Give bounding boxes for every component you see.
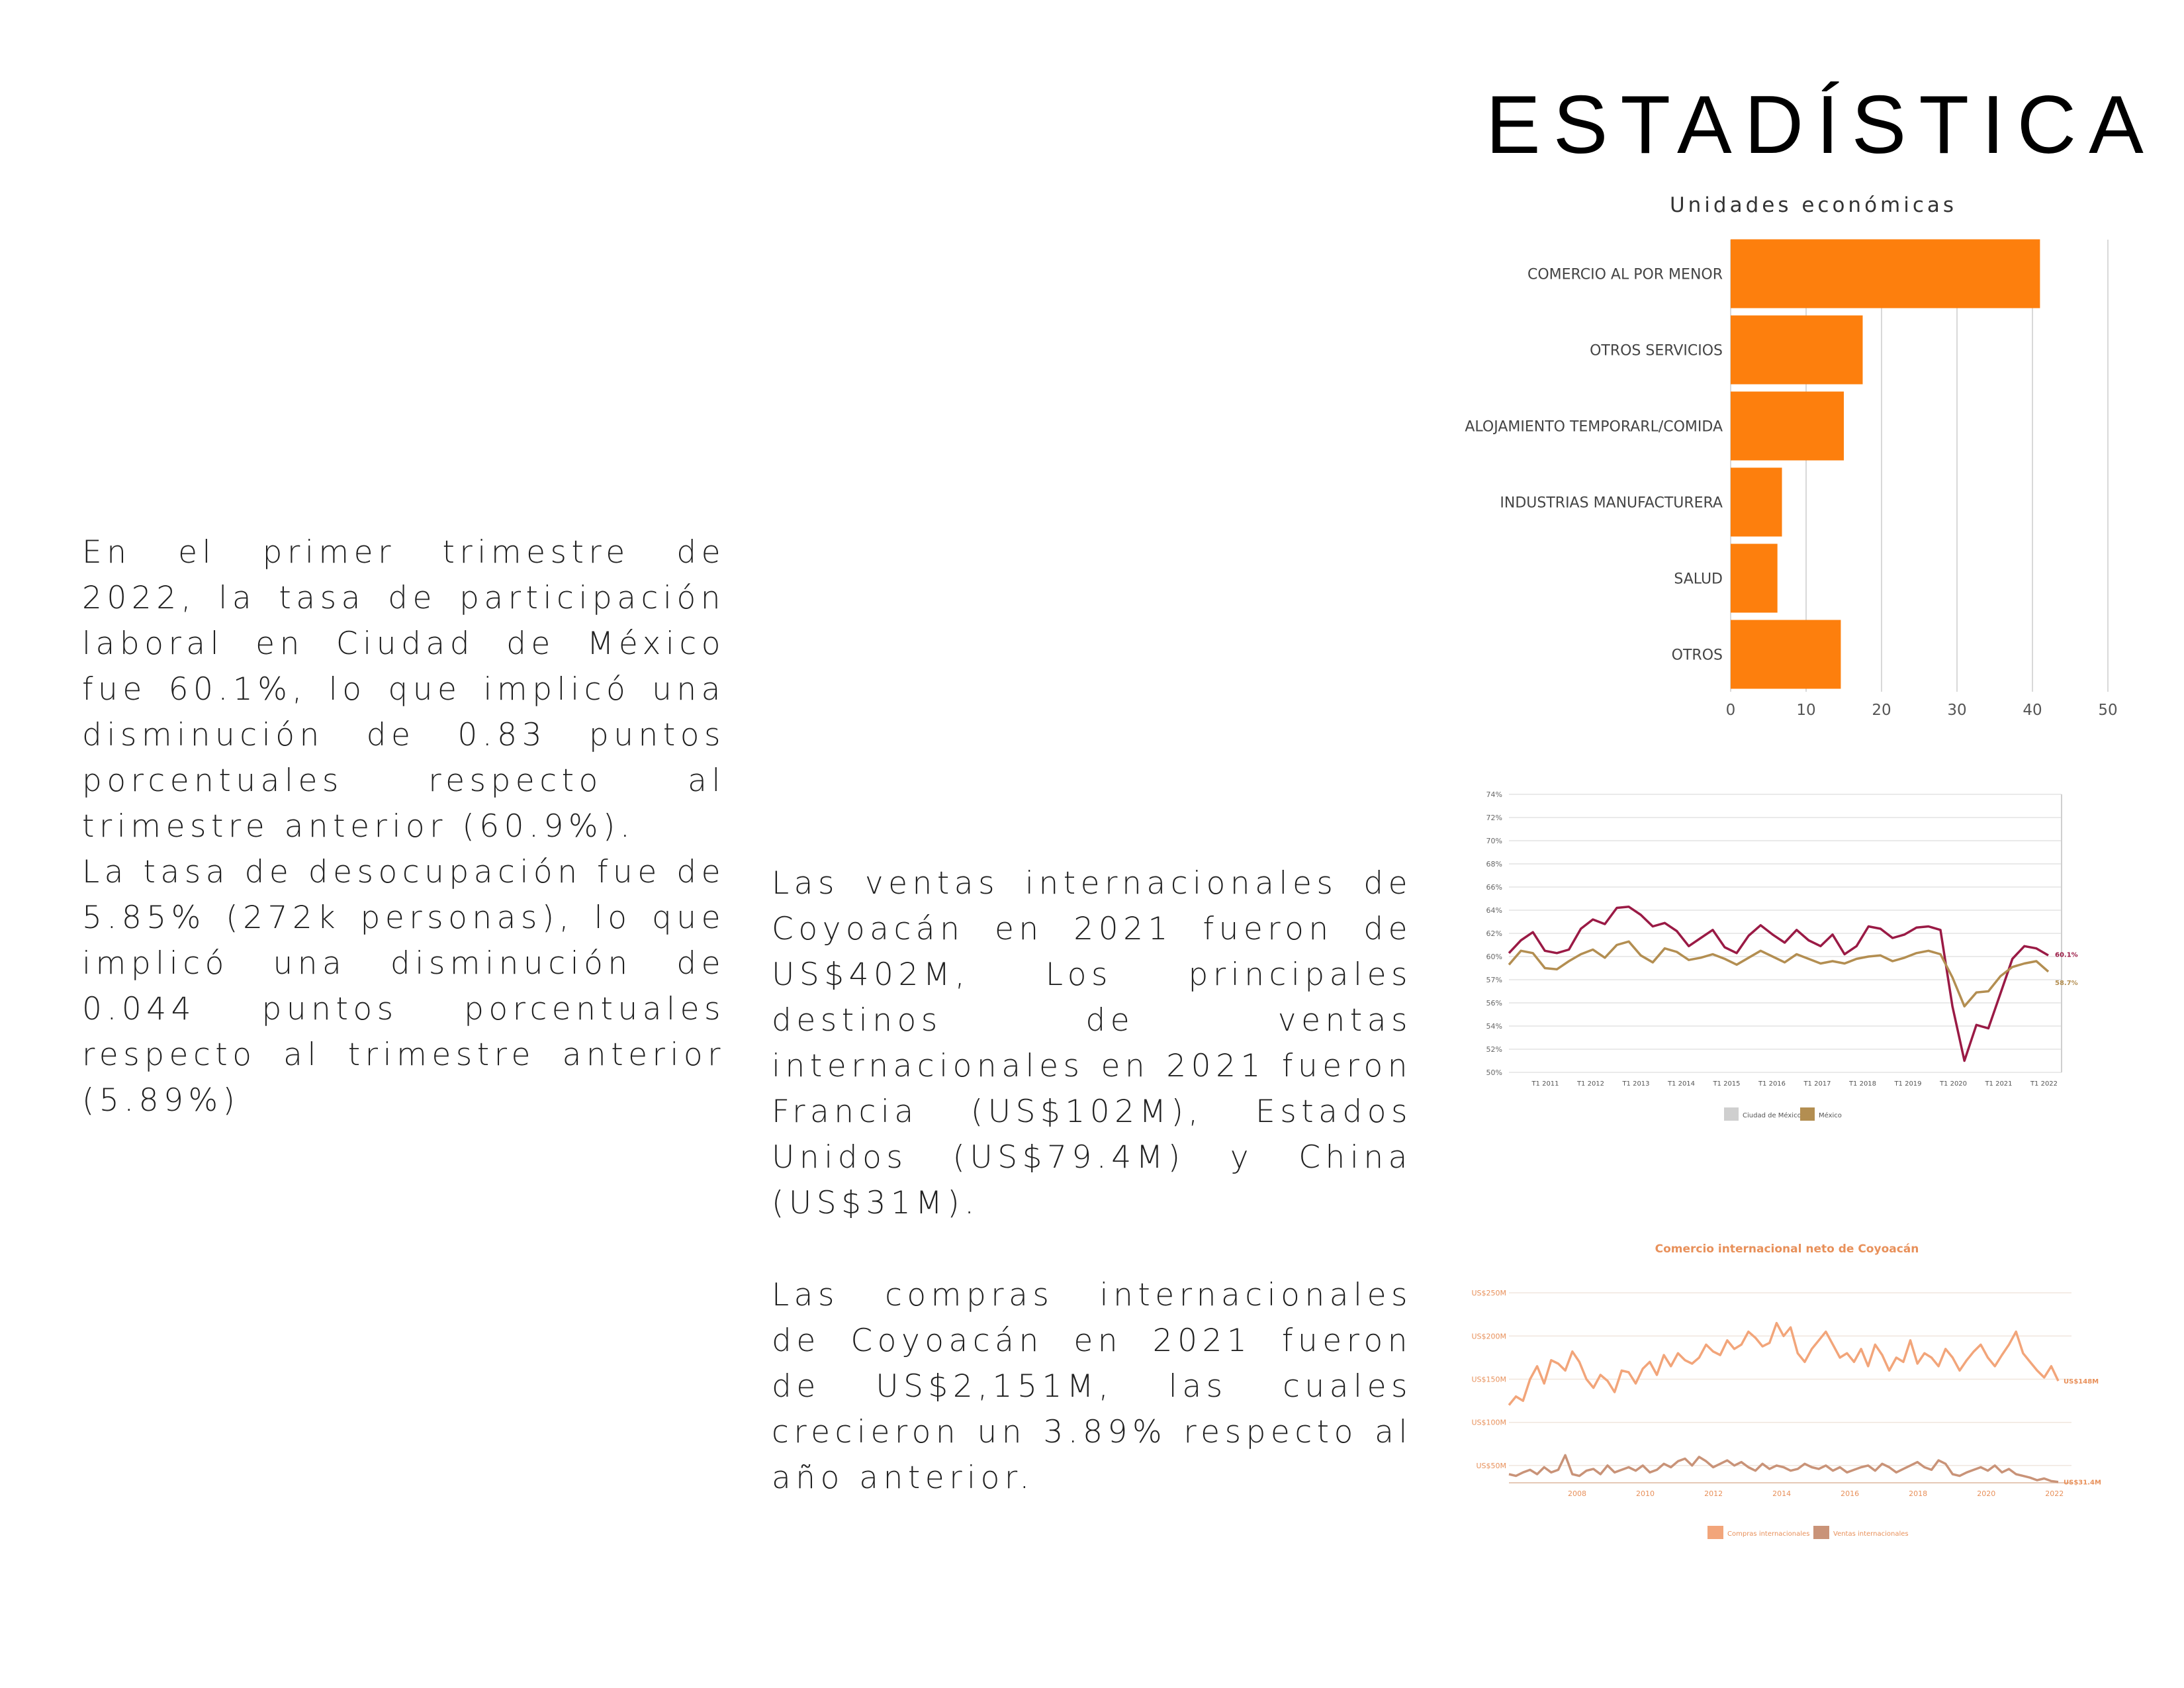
x-tick-label: 2020 xyxy=(1977,1489,1995,1498)
category-label: ALOJAMIENTO TEMPORARL/COMIDA xyxy=(1465,419,1723,436)
paragraph-compras: Las compras internacionales de Coyoacán … xyxy=(772,1277,1412,1496)
x-tick-label: 2010 xyxy=(1636,1489,1655,1498)
x-tick-label: 2014 xyxy=(1772,1489,1791,1498)
legend-label: México xyxy=(1819,1111,1842,1119)
x-tick-label: 10 xyxy=(1796,702,1815,719)
x-tick-label: T1 2011 xyxy=(1531,1080,1559,1088)
bar xyxy=(1731,467,1782,537)
y-tick-label: US$100M xyxy=(1471,1419,1506,1427)
x-tick-label: 20 xyxy=(1872,702,1891,719)
x-tick-label: T1 2020 xyxy=(1939,1080,1967,1088)
bar xyxy=(1731,620,1841,689)
legend-label: Ventas internacionales xyxy=(1833,1530,1909,1538)
category-label: SALUD xyxy=(1674,571,1723,588)
end-label: US$148M xyxy=(2064,1378,2099,1385)
x-tick-label: 0 xyxy=(1726,702,1736,719)
category-label: OTROS SERVICIOS xyxy=(1590,343,1723,359)
category-label: OTROS xyxy=(1672,647,1723,664)
bar xyxy=(1731,315,1863,385)
x-tick-label: T1 2014 xyxy=(1667,1080,1695,1088)
y-tick-label: 70% xyxy=(1486,837,1502,845)
x-tick-label: T1 2012 xyxy=(1576,1080,1604,1088)
x-tick-label: T1 2021 xyxy=(1984,1080,2012,1088)
y-tick-label: 74% xyxy=(1486,790,1502,799)
x-tick-label: 2012 xyxy=(1704,1489,1723,1498)
category-label: COMERCIO AL POR MENOR xyxy=(1527,267,1723,283)
page-title: ESTADÍSTICA xyxy=(1486,79,2156,171)
series-line xyxy=(1508,940,2050,1008)
x-tick-label: 30 xyxy=(1947,702,1966,719)
x-tick-label: T1 2022 xyxy=(2030,1080,2058,1088)
x-tick-label: T1 2018 xyxy=(1848,1080,1876,1088)
end-label: 60.1% xyxy=(2055,951,2078,959)
series-line xyxy=(1508,1454,2059,1483)
participacion-laboral-chart: 74% 72% 70% 68% 66% 64% 62% 60% 57% 56% 54% 52% 50% T… xyxy=(1486,790,2078,1121)
bar xyxy=(1731,391,1844,461)
y-tick-label: 52% xyxy=(1486,1045,1502,1054)
unidades-economicas-chart: Unidades económicas 0 10 20 30 40 50 COMERCIO A… xyxy=(1465,193,2117,719)
legend-label: Ciudad de México xyxy=(1743,1111,1801,1119)
y-tick-label: 56% xyxy=(1486,999,1502,1008)
x-tick-label: 40 xyxy=(2023,702,2042,719)
y-tick-label: US$200M xyxy=(1471,1332,1506,1340)
x-tick-label: T1 2019 xyxy=(1893,1080,1921,1088)
y-tick-label: 68% xyxy=(1486,860,1502,868)
category-label: INDUSTRIAS MANUFACTURERA xyxy=(1500,495,1723,512)
bar xyxy=(1731,239,2040,308)
paragraph-participacion: En el primer trimestre de 2022, la tasa … xyxy=(82,534,725,845)
series-line xyxy=(1508,1321,2060,1406)
y-tick-label: 64% xyxy=(1486,906,1502,915)
paragraph-ventas: Las ventas internacionales de Coyoacán e… xyxy=(772,865,1412,1221)
x-tick-label: T1 2017 xyxy=(1803,1080,1831,1088)
y-tick-label: 50% xyxy=(1486,1068,1502,1077)
x-tick-label: T1 2015 xyxy=(1712,1080,1740,1088)
y-tick-label: 60% xyxy=(1486,953,1502,961)
y-tick-label: US$250M xyxy=(1471,1289,1506,1297)
y-tick-label: 72% xyxy=(1486,814,1502,822)
paragraph-desocupacion: La tasa de desocupación fue de 5.85% (27… xyxy=(82,854,725,1119)
end-label: 58.7% xyxy=(2055,980,2078,987)
series-line xyxy=(1508,906,2049,1062)
legend-swatch xyxy=(1724,1107,1739,1121)
bar xyxy=(1731,543,1778,613)
y-tick-label: US$50M xyxy=(1476,1462,1506,1470)
chart-title: Unidades económicas xyxy=(1670,193,1957,217)
y-tick-label: 54% xyxy=(1486,1022,1502,1031)
end-label: US$31.4M xyxy=(2064,1479,2101,1487)
x-tick-label: T1 2016 xyxy=(1758,1080,1786,1088)
x-tick-label: 2016 xyxy=(1841,1489,1859,1498)
legend-swatch xyxy=(1813,1526,1829,1539)
comercio-internacional-chart: Comercio internacional neto de Coyoacán U… xyxy=(1471,1243,2101,1539)
legend-swatch xyxy=(1707,1526,1723,1539)
y-tick-label: 62% xyxy=(1486,929,1502,938)
legend-label: Compras internacionales xyxy=(1727,1530,1809,1538)
y-tick-label: 57% xyxy=(1486,976,1502,984)
y-tick-label: 66% xyxy=(1486,883,1502,892)
x-tick-label: 2018 xyxy=(1909,1489,1927,1498)
y-tick-label: US$150M xyxy=(1471,1375,1506,1383)
x-tick-label: 2022 xyxy=(2045,1489,2064,1498)
chart-title: Comercio internacional neto de Coyoacán xyxy=(1655,1243,1919,1256)
x-tick-label: 50 xyxy=(2098,702,2117,719)
legend-swatch xyxy=(1800,1107,1815,1121)
x-tick-label: 2008 xyxy=(1568,1489,1586,1498)
x-tick-label: T1 2013 xyxy=(1621,1080,1649,1088)
